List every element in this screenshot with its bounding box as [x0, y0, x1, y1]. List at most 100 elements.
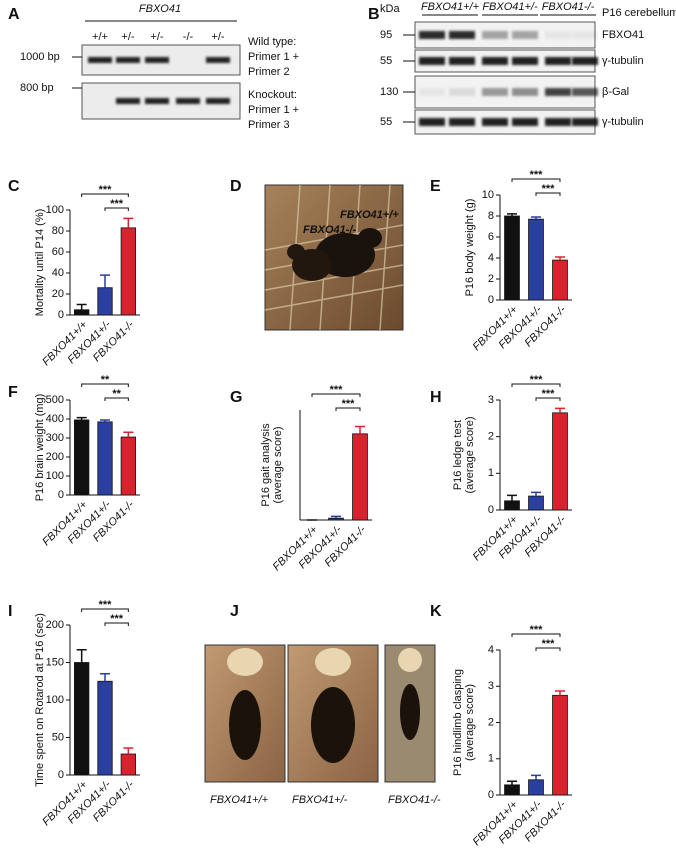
- panel-letter: H: [430, 389, 442, 406]
- y-axis-label: (average score): [464, 684, 476, 761]
- y-tick-label: 0: [488, 504, 494, 516]
- significance-label: ***: [542, 638, 556, 650]
- blot-band: [512, 31, 538, 39]
- photo-label: FBXO41+/+: [340, 209, 399, 221]
- panel-letter: F: [8, 384, 18, 401]
- band: [116, 57, 140, 63]
- significance-label: ***: [542, 388, 556, 400]
- panel-letter: D: [230, 178, 242, 195]
- blot-band: [449, 57, 475, 65]
- y-axis-label: (average score): [464, 416, 476, 493]
- y-axis-label: P16 ledge test: [452, 420, 464, 490]
- y-tick-label: 10: [482, 189, 494, 201]
- blot-band: [482, 57, 508, 65]
- significance-bracket: [535, 192, 561, 196]
- significance-label: ***: [530, 374, 544, 386]
- blot-band: [419, 118, 445, 126]
- y-tick-label: 3: [488, 394, 494, 406]
- genotype-label: -/-: [183, 31, 194, 43]
- error-bar: [100, 673, 110, 682]
- error-bar: [555, 256, 565, 261]
- y-tick-label: 60: [52, 246, 64, 258]
- bar: [528, 218, 544, 301]
- bar: [74, 662, 90, 776]
- blot-band: [419, 88, 445, 96]
- error-bar: [123, 747, 134, 754]
- kda-marker: 55: [380, 55, 392, 67]
- y-axis-label: P16 hindlimb clasping: [452, 669, 464, 776]
- significance-label: ***: [530, 624, 544, 636]
- significance-bracket: [535, 397, 561, 401]
- panel-letter: E: [430, 178, 441, 195]
- gel-label: Primer 2: [248, 66, 290, 78]
- gel-label: Primer 3: [248, 119, 290, 131]
- significance-label: ***: [542, 183, 556, 195]
- error-bar: [76, 416, 87, 420]
- bar: [528, 495, 544, 511]
- y-tick-label: 100: [46, 204, 64, 216]
- marker-label: 1000 bp: [20, 51, 60, 63]
- unit-label: kDa: [380, 3, 400, 15]
- bar: [120, 753, 136, 776]
- blot-band: [512, 88, 538, 96]
- significance-label: ***: [99, 184, 113, 196]
- significance-bracket: [335, 407, 361, 411]
- bar: [74, 309, 90, 316]
- blot-band: [572, 118, 598, 126]
- error-bar: [100, 419, 110, 422]
- y-tick-label: 1: [488, 467, 494, 479]
- photo-d: [264, 184, 404, 331]
- y-axis-label: Mortality until P14 (%): [34, 209, 46, 317]
- y-tick-label: 0: [58, 769, 64, 781]
- band: [176, 98, 200, 104]
- panel-letter: J: [230, 603, 239, 620]
- blot-band: [545, 57, 571, 65]
- marker-label: 800 bp: [20, 82, 54, 94]
- bar: [352, 433, 368, 521]
- panel-letter: G: [230, 389, 242, 406]
- blot-band: [419, 57, 445, 65]
- y-tick-label: 0: [58, 309, 64, 321]
- panel-letter: B: [368, 6, 380, 23]
- y-tick-label: 400: [46, 413, 64, 425]
- y-tick-label: 100: [46, 470, 64, 482]
- significance-label: ***: [110, 613, 124, 625]
- blot-band: [572, 31, 598, 39]
- y-tick-label: 8: [488, 210, 494, 222]
- y-tick-label: 0: [488, 789, 494, 801]
- y-tick-label: 50: [52, 731, 64, 743]
- photo-caption: FBXO41+/+: [210, 794, 269, 806]
- significance-bracket: [511, 178, 561, 182]
- blot-label: γ-tubulin: [602, 116, 644, 128]
- error-bar: [531, 774, 541, 780]
- significance-label: ***: [342, 398, 356, 410]
- error-bar: [123, 431, 134, 438]
- blot-band: [482, 118, 508, 126]
- y-axis-label: P16 gait analysis: [260, 423, 272, 507]
- blot-band: [572, 57, 598, 65]
- y-tick-label: 80: [52, 225, 64, 237]
- kda-marker: 95: [380, 29, 392, 41]
- blot-band: [545, 118, 571, 126]
- bar: [120, 436, 136, 496]
- panel-letter: K: [430, 603, 442, 620]
- significance-bracket: [81, 608, 129, 612]
- band: [145, 98, 169, 104]
- blot-band: [482, 31, 508, 39]
- gel-label: Primer 1 +: [248, 51, 299, 63]
- photos-j: [204, 644, 436, 783]
- bar: [97, 287, 113, 316]
- y-tick-label: 0: [488, 294, 494, 306]
- error-bar: [100, 274, 110, 288]
- bar: [528, 779, 544, 796]
- panel-letter: C: [8, 178, 20, 195]
- significance-bracket: [81, 193, 129, 197]
- y-tick-label: 2: [488, 273, 494, 285]
- genotype-label: +/+: [92, 31, 108, 43]
- blot-label: β-Gal: [602, 86, 629, 98]
- gel-label: Wild type:: [248, 36, 296, 48]
- bar: [504, 500, 520, 511]
- y-tick-label: 100: [46, 694, 64, 706]
